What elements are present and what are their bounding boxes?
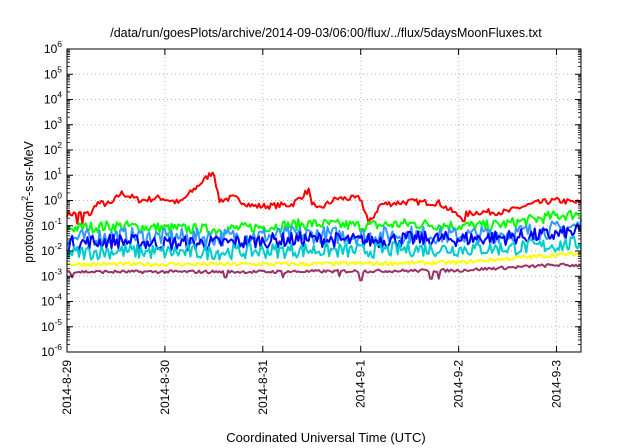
y-tick-label: 103 [44, 115, 62, 132]
y-tick-label: 106 [44, 39, 62, 56]
y-tick-label: 10-6 [41, 342, 62, 359]
y-axis-label-main: protons/cm [22, 201, 36, 263]
axis-ticks: 10-6 10-5 10-4 10-3 10-2 10-1 100 101 102 103 104 1… [41, 39, 581, 415]
chart-title: /data/run/goesPlots/archive/2014-09-03/0… [110, 26, 542, 40]
y-tick-label: 10-2 [41, 241, 62, 258]
data-series [66, 171, 582, 282]
y-tick-label: 10-1 [41, 216, 62, 233]
series-line [66, 251, 582, 268]
series-line [66, 209, 582, 236]
y-tick-label: 105 [44, 64, 62, 81]
y-tick-label: 100 [44, 191, 62, 208]
x-tick-label: 2014-9-1 [354, 360, 368, 408]
grid-lines [67, 49, 581, 352]
x-tick-label: 2014-8-29 [60, 360, 74, 415]
series-line [66, 223, 582, 252]
x-tick-label: 2014-9-3 [550, 360, 564, 408]
y-tick-label: 101 [44, 165, 62, 182]
y-tick-label: 10-4 [41, 292, 62, 309]
y-tick-label: 10-3 [41, 266, 62, 283]
x-tick-label: 2014-9-2 [452, 360, 466, 408]
y-tick-label: 10-5 [41, 317, 62, 334]
x-tick-label: 2014-8-31 [256, 360, 270, 415]
y-axis-label-exponent: 2 [20, 196, 30, 201]
series-line [66, 235, 582, 261]
svg-text:protons/cm2-s-sr-MeV: protons/cm2-s-sr-MeV [20, 140, 36, 262]
y-axis-label: protons/cm2-s-sr-MeV [20, 140, 36, 262]
x-tick-label: 2014-8-30 [158, 360, 172, 415]
y-tick-label: 102 [44, 140, 62, 157]
x-axis-label: Coordinated Universal Time (UTC) [226, 430, 425, 445]
y-tick-label: 104 [44, 90, 62, 107]
y-axis-label-unit: -s-sr-MeV [22, 140, 36, 196]
series-line [66, 171, 582, 225]
series-line [66, 262, 582, 282]
